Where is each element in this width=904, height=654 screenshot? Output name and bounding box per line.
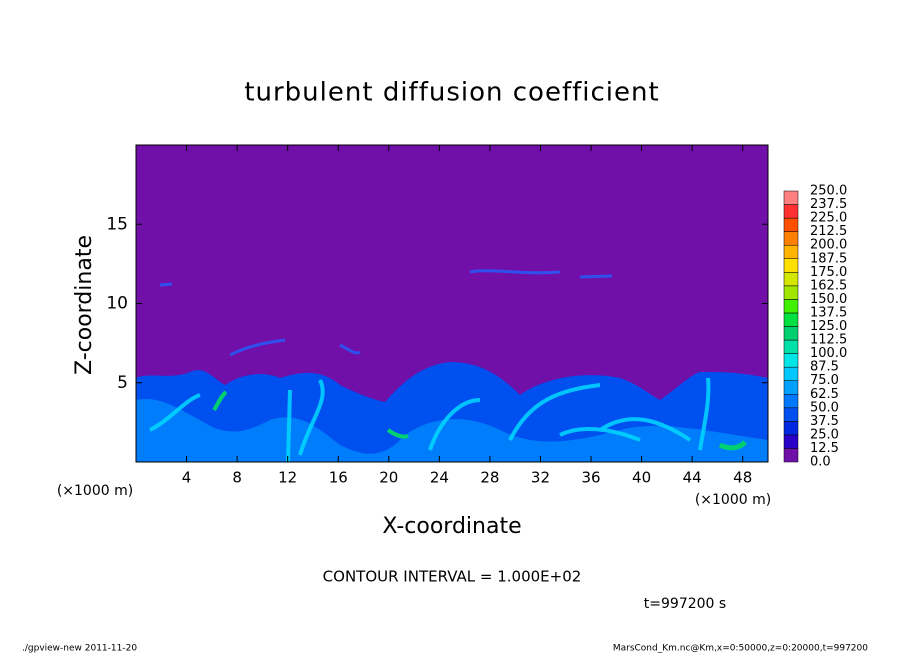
colorbar-box: [783, 204, 799, 219]
x-tick-label: 12: [278, 469, 297, 487]
y-tick-label: 5: [117, 373, 128, 393]
chart-title: turbulent diffusion coefficient: [244, 78, 659, 108]
colorbar-box: [783, 366, 799, 381]
colorbar-label: 100.0: [810, 346, 847, 361]
x-tick-label: 48: [733, 469, 752, 487]
colorbar-label: 150.0: [810, 292, 847, 307]
colorbar-label: 87.5: [810, 360, 839, 375]
colorbar-box: [783, 231, 799, 246]
colorbar-box: [783, 380, 799, 395]
colorbar-box: [783, 272, 799, 287]
y-tick-label: 10: [106, 294, 128, 314]
colorbar-box: [783, 190, 799, 205]
colorbar-label: 250.0: [810, 184, 847, 199]
colorbar-box: [783, 244, 799, 259]
footer-left: ./gpview-new 2011-11-20: [22, 644, 137, 654]
x-tick-label: 32: [531, 469, 550, 487]
colorbar-box: [783, 326, 799, 341]
colorbar-label: 162.5: [810, 278, 847, 293]
colorbar-label: 125.0: [810, 319, 847, 334]
x-tick-label: 4: [182, 469, 192, 487]
colorbar-label: 187.5: [810, 251, 847, 266]
x-tick-label: 40: [632, 469, 651, 487]
colorbar-box: [783, 285, 799, 300]
colorbar-box: [783, 407, 799, 422]
colorbar-label: 200.0: [810, 238, 847, 253]
colorbar-box: [783, 353, 799, 368]
y-axis-label: Z-coordinate: [72, 235, 97, 375]
footer-right: MarsCond_Km.nc@Km,x=0:50000,z=0:20000,t=…: [613, 644, 868, 654]
colorbar-box: [783, 421, 799, 436]
time-label: t=997200 s: [644, 596, 726, 612]
colorbar-box: [783, 448, 799, 463]
x-unit-label: (×1000 m): [695, 492, 771, 508]
colorbar-label: 50.0: [810, 400, 839, 415]
colorbar-box: [783, 258, 799, 273]
colorbar-label: 112.5: [810, 333, 847, 348]
y-tick-label: 15: [106, 214, 128, 234]
x-tick-label: 36: [581, 469, 600, 487]
colorbar-box: [783, 299, 799, 314]
colorbar-label: 37.5: [810, 414, 839, 429]
field-pattern: [136, 269, 768, 463]
colorbar-label: 237.5: [810, 197, 847, 212]
x-tick-label: 28: [480, 469, 499, 487]
x-axis-label: X-coordinate: [382, 514, 521, 539]
colorbar-label: 25.0: [810, 427, 839, 442]
colorbar-label: 75.0: [810, 373, 839, 388]
colorbar-label: 225.0: [810, 211, 847, 226]
colorbar-box: [783, 434, 799, 449]
x-tick-label: 24: [430, 469, 449, 487]
colorbar-box: [783, 339, 799, 354]
colorbar-label: 212.5: [810, 224, 847, 239]
colorbar-label: 12.5: [810, 441, 839, 456]
y-unit-label: (×1000 m): [57, 483, 133, 499]
colorbar-label: 62.5: [810, 387, 839, 402]
colorbar-box: [783, 394, 799, 409]
colorbar-label: 137.5: [810, 305, 847, 320]
colorbar-label: 175.0: [810, 265, 847, 280]
x-tick-label: 20: [379, 469, 398, 487]
x-tick-label: 8: [232, 469, 242, 487]
colorbar-box: [783, 217, 799, 232]
annotation: CONTOUR INTERVAL = 1.000E+02: [323, 568, 582, 586]
x-tick-label: 44: [683, 469, 702, 487]
x-tick-label: 16: [329, 469, 348, 487]
colorbar-label: 0.0: [810, 455, 831, 470]
colorbar-box: [783, 312, 799, 327]
